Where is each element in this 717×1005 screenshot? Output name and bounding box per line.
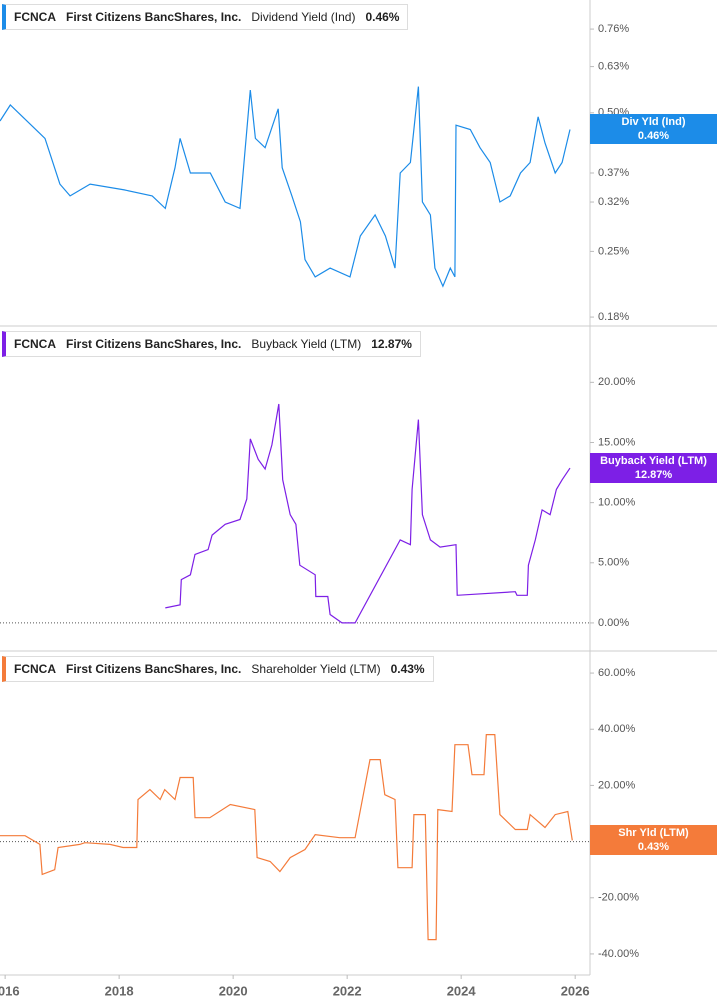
latest-value: 0.46% — [365, 10, 400, 24]
series-name: Shareholder Yield (LTM) — [251, 662, 381, 676]
x-tick-label: 2022 — [333, 983, 362, 998]
data-line — [165, 403, 571, 624]
series-name: Dividend Yield (Ind) — [251, 10, 356, 24]
y-tick-label: 0.32% — [598, 196, 629, 208]
y-tick-label: -40.00% — [598, 948, 639, 960]
y-tick-label: 20.00% — [598, 376, 636, 388]
ticker: FCNCA — [14, 10, 56, 24]
legend: FCNCA First Citizens BancShares, Inc. Shar… — [2, 656, 434, 682]
value-box: Buyback Yield (LTM) 12.87% — [590, 453, 717, 484]
series-name: Buyback Yield (LTM) — [251, 337, 362, 351]
y-tick-label: 40.00% — [598, 723, 636, 735]
y-tick-label: 15.00% — [598, 436, 636, 448]
data-line — [0, 86, 571, 288]
company: First Citizens BancShares, Inc. — [66, 337, 242, 351]
latest-value: 12.87% — [371, 337, 412, 351]
y-tick-label: 0.63% — [598, 60, 629, 72]
company: First Citizens BancShares, Inc. — [66, 10, 242, 24]
value-box-value: 0.46% — [637, 130, 670, 143]
ticker: FCNCA — [14, 662, 56, 676]
company: First Citizens BancShares, Inc. — [66, 662, 242, 676]
value-box-title: Div Yld (Ind) — [621, 116, 686, 129]
y-tick-label: 0.18% — [598, 311, 629, 323]
x-tick-label: 2026 — [561, 983, 590, 998]
x-tick-label: 2020 — [219, 983, 248, 998]
y-tick-label: 0.00% — [598, 617, 629, 629]
value-box: Shr Yld (LTM) 0.43% — [590, 825, 717, 856]
value-box: Div Yld (Ind) 0.46% — [590, 114, 717, 145]
y-tick-label: 0.25% — [598, 245, 629, 257]
y-tick-label: 5.00% — [598, 557, 629, 569]
value-box-value: 12.87% — [634, 469, 673, 482]
data-line — [0, 734, 573, 941]
legend: FCNCA First Citizens BancShares, Inc. Divi… — [2, 4, 409, 30]
x-tick-label: 2018 — [105, 983, 134, 998]
value-box-title: Shr Yld (LTM) — [618, 827, 689, 840]
y-tick-label: -20.00% — [598, 892, 639, 904]
value-box-value: 0.43% — [637, 841, 670, 854]
x-tick-label: 2024 — [447, 983, 477, 998]
x-tick-label: 2016 — [0, 983, 20, 998]
legend: FCNCA First Citizens BancShares, Inc. Buyb… — [2, 331, 421, 357]
latest-value: 0.43% — [390, 662, 425, 676]
y-tick-label: 20.00% — [598, 779, 636, 791]
y-tick-label: 0.76% — [598, 23, 629, 35]
value-box-title: Buyback Yield (LTM) — [600, 455, 707, 468]
y-tick-label: 0.37% — [598, 167, 629, 179]
ticker: FCNCA — [14, 337, 56, 351]
y-tick-label: 60.00% — [598, 667, 636, 679]
y-tick-label: 10.00% — [598, 497, 636, 509]
